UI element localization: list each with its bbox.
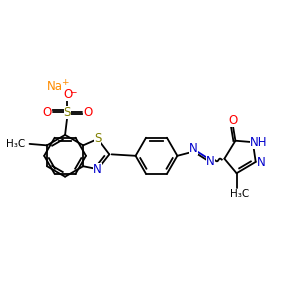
Text: H₃C: H₃C [230, 189, 250, 199]
Text: S: S [94, 132, 101, 145]
Text: O: O [83, 106, 92, 119]
Text: Na: Na [47, 80, 63, 93]
Text: N: N [206, 154, 215, 167]
Text: O: O [229, 114, 238, 127]
Text: S: S [64, 106, 71, 119]
Text: NH: NH [250, 136, 267, 149]
Text: N: N [189, 142, 198, 155]
Text: O: O [64, 88, 73, 101]
Text: +: + [61, 78, 69, 87]
Text: H₃C: H₃C [6, 139, 25, 149]
Text: O: O [43, 106, 52, 119]
Text: N: N [256, 156, 265, 169]
Text: N: N [93, 163, 102, 176]
Text: −: − [69, 87, 77, 96]
